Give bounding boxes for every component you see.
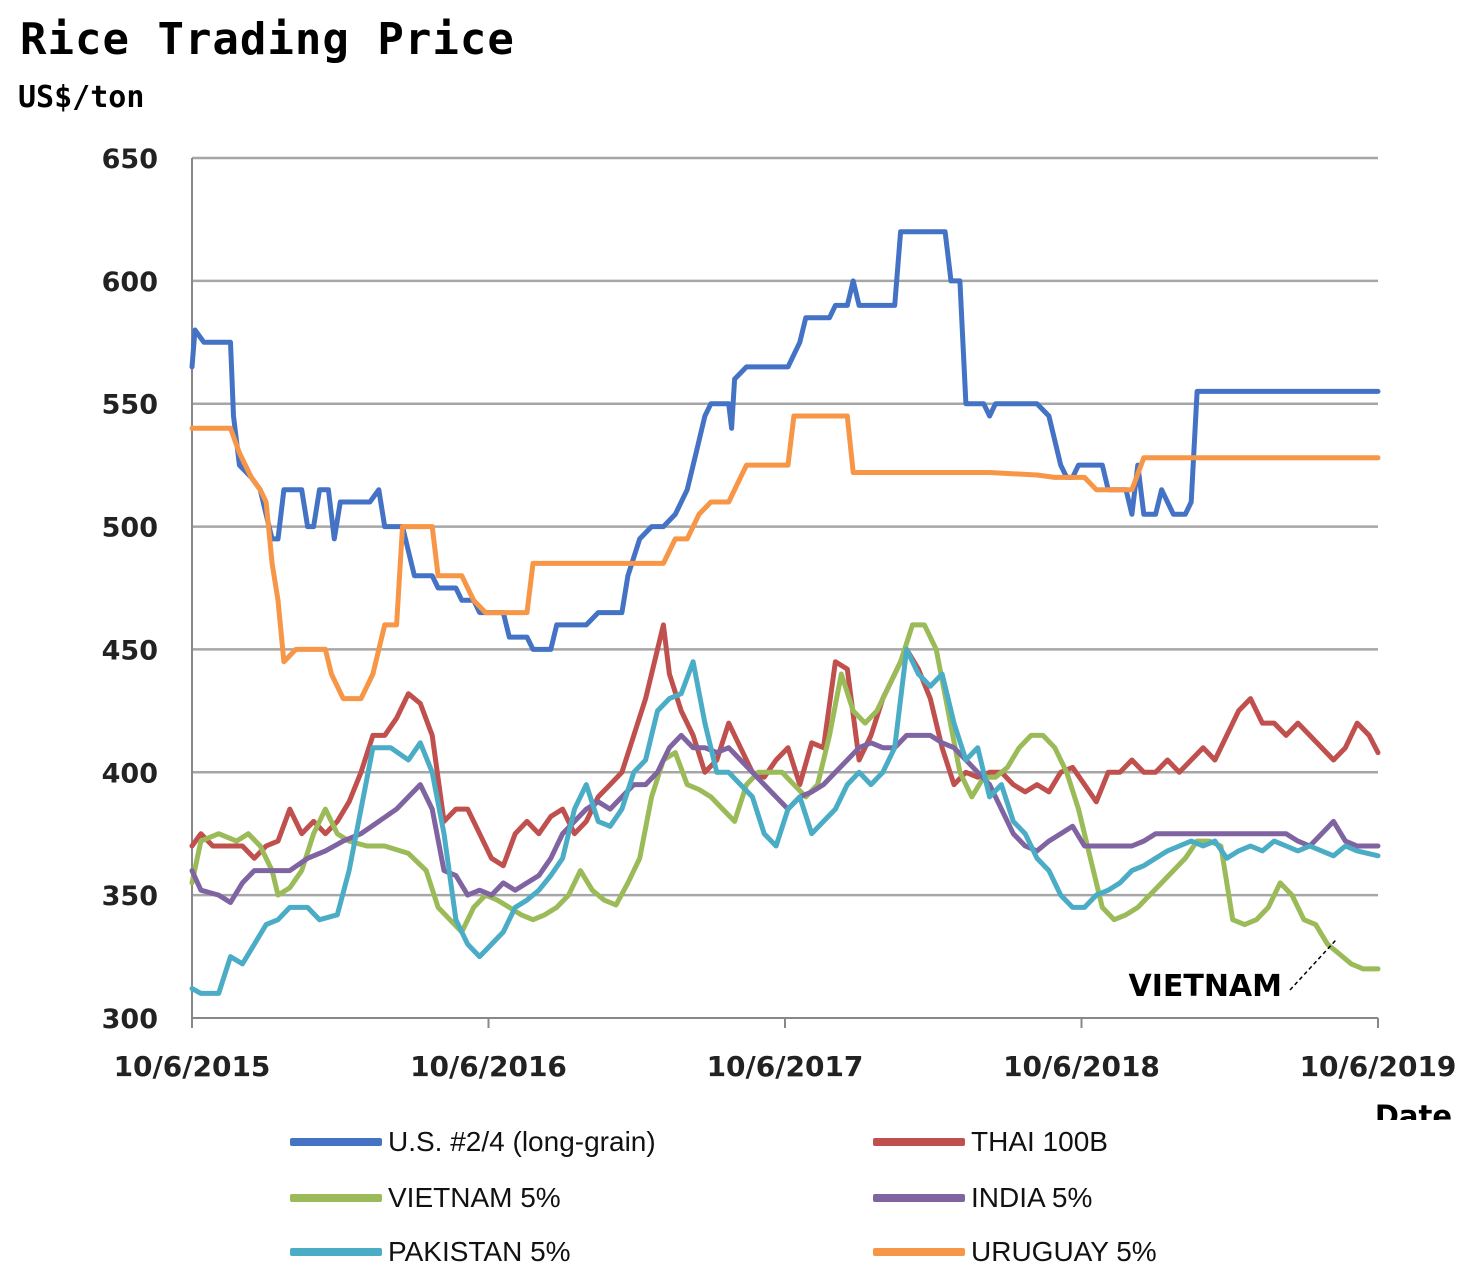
gridlines — [192, 156, 1378, 897]
y-tick-label: 450 — [102, 635, 158, 666]
axes — [191, 158, 1378, 1019]
y-tick-label: 550 — [102, 390, 158, 421]
legend-label: VIETNAM 5% — [388, 1182, 561, 1213]
legend-item: VIETNAM 5% — [290, 1178, 561, 1218]
x-tick-label: 10/6/2016 — [410, 1050, 567, 1083]
y-tick-label: 600 — [102, 267, 158, 298]
x-axis-label: Date — [1375, 1099, 1452, 1120]
x-tick-labels: 10/6/2015 10/6/2016 10/6/2017 10/6/2018 10/6… — [114, 1018, 1457, 1083]
annotation-text: VIETNAM — [1128, 969, 1282, 1004]
legend-swatch — [290, 1138, 382, 1146]
chart-title: Rice Trading Price — [20, 14, 515, 65]
legend-item: U.S. #2/4 (long-grain) — [290, 1122, 656, 1162]
x-tick-label: 10/6/2015 — [114, 1050, 271, 1083]
y-tick-label: 400 — [102, 758, 158, 789]
series-line-u-s-2-4-long-grain — [189, 229, 1381, 652]
series-line-pakistan-5 — [189, 646, 1381, 996]
legend-item: PAKISTAN 5% — [290, 1232, 571, 1272]
series-line-vietnam-5 — [189, 622, 1381, 972]
legend-label: THAI 100B — [971, 1126, 1108, 1157]
vietnam-annotation: VIETNAM — [1128, 938, 1338, 1004]
legend-swatch — [873, 1138, 965, 1146]
legend-item: INDIA 5% — [873, 1178, 1092, 1218]
legend-label: URUGUAY 5% — [971, 1236, 1157, 1267]
legend-swatch — [873, 1194, 965, 1202]
x-tick-label: 10/6/2019 — [1300, 1050, 1457, 1083]
legend-item: THAI 100B — [873, 1122, 1108, 1162]
y-axis-unit-label: US$/ton — [18, 80, 145, 115]
y-tick-label: 300 — [102, 1004, 158, 1035]
legend-swatch — [873, 1248, 965, 1256]
legend-swatch — [290, 1248, 382, 1256]
series-lines — [189, 229, 1381, 996]
legend-item: URUGUAY 5% — [873, 1232, 1157, 1272]
y-tick-label: 650 — [102, 144, 158, 175]
x-tick-label: 10/6/2018 — [1003, 1050, 1160, 1083]
legend-label: INDIA 5% — [971, 1182, 1093, 1213]
annotation-leader-line — [1289, 938, 1338, 991]
y-tick-label: 500 — [102, 513, 158, 544]
y-tick-label: 350 — [102, 881, 158, 912]
y-tick-labels: 300 350 400 450 500 550 600 650 — [102, 144, 158, 1035]
series-line-india-5 — [189, 732, 1381, 905]
x-tick-label: 10/6/2017 — [707, 1050, 864, 1083]
legend-label: PAKISTAN 5% — [388, 1236, 571, 1267]
legend-label: U.S. #2/4 (long-grain) — [388, 1126, 656, 1157]
legend-swatch — [290, 1194, 382, 1202]
series-line-thai-100b — [189, 622, 1381, 869]
series-line-uruguay-5 — [189, 413, 1381, 702]
